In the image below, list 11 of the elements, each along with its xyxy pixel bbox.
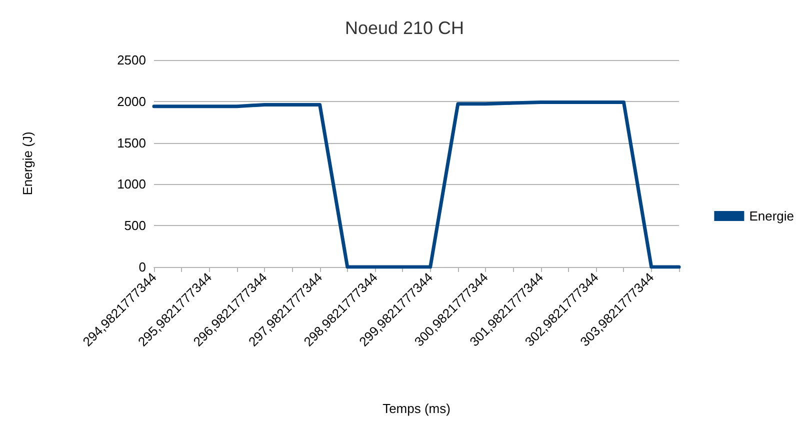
chart-title: Noeud 210 CH [344, 18, 464, 38]
y-tick-label: 1500 [117, 135, 146, 150]
line-series [152, 100, 681, 269]
y-tick-label: 0 [138, 260, 146, 274]
y-tick-label: 2000 [117, 94, 146, 109]
x-axis-title: Temps (ms) [382, 401, 450, 416]
y-tick-label: 1000 [117, 176, 146, 192]
legend-label: Energie [749, 208, 794, 224]
y-tick-label: 2500 [117, 52, 146, 68]
y-tick-label: 500 [124, 218, 146, 234]
y-axis-title: Energie (J) [20, 132, 35, 196]
